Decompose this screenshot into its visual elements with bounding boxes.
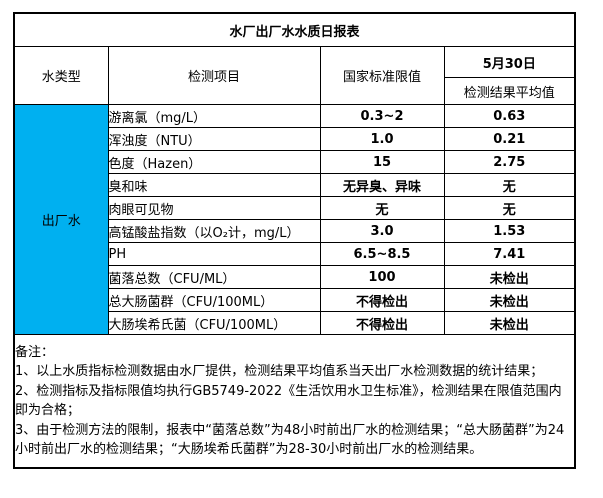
water-quality-table: 水厂出厂水水质日报表 水类型 检测项目 国家标准限值 5月30日 检测结果平均值… [13, 12, 577, 469]
table-row: 总大肠菌群（CFU/100ML） 不得检出 未检出 [14, 288, 576, 312]
row-standard: 不得检出 [319, 288, 445, 312]
row-label: PH [107, 242, 321, 266]
notes-row: 备注： 1、以上水质指标检测数据由水厂提供，检测结果平均值系当天出厂水检测数据的… [13, 334, 576, 469]
row-label: 大肠埃希氏菌（CFU/100ML） [107, 311, 321, 335]
row-label: 高锰酸盐指数（以O₂计，mg/L） [107, 219, 321, 243]
notes-title: 备注： [15, 344, 55, 360]
row-standard: 3.0 [319, 219, 445, 243]
header-item: 检测项目 [107, 46, 321, 105]
table-row: 浑浊度（NTU） 1.0 0.21 [14, 127, 576, 151]
row-standard: 无 [319, 196, 445, 220]
row-result: 2.75 [443, 150, 576, 174]
row-label: 菌落总数（CFU/ML） [107, 265, 321, 289]
row-label: 浑浊度（NTU） [107, 127, 321, 151]
row-label: 游离氯（mg/L） [107, 104, 321, 128]
water-type-cell: 出厂水 [13, 104, 109, 335]
header-result-avg: 检测结果平均值 [443, 77, 576, 105]
header-water-type: 水类型 [13, 46, 109, 105]
row-standard: 1.0 [319, 127, 445, 151]
table-row: 高锰酸盐指数（以O₂计，mg/L） 3.0 1.53 [14, 219, 576, 243]
row-result: 未检出 [443, 288, 576, 312]
row-result: 无 [443, 173, 576, 197]
notes-section: 备注： 1、以上水质指标检测数据由水厂提供，检测结果平均值系当天出厂水检测数据的… [13, 334, 576, 469]
row-result: 7.41 [443, 242, 576, 266]
row-label: 肉眼可见物 [107, 196, 321, 220]
row-label: 臭和味 [107, 173, 321, 197]
row-standard: 100 [319, 265, 445, 289]
table-row: 出厂水 游离氯（mg/L） 0.3~2 0.63 [13, 104, 576, 335]
row-result: 未检出 [443, 311, 576, 335]
header-date: 5月30日 [443, 46, 576, 78]
table-row: 色度（Hazen） 15 2.75 [14, 150, 576, 174]
row-result: 1.53 [443, 219, 576, 243]
row-standard: 不得检出 [319, 311, 445, 335]
table-row: 菌落总数（CFU/ML） 100 未检出 [14, 265, 576, 289]
row-label: 色度（Hazen） [107, 150, 321, 174]
table-row: 大肠埃希氏菌（CFU/100ML） 不得检出 未检出 [14, 311, 576, 335]
title-row: 水厂出厂水水质日报表 [13, 12, 576, 47]
row-result: 0.21 [443, 127, 576, 151]
row-result: 无 [443, 196, 576, 220]
note-line: 2、检测指标及指标限值均执行GB5749-2022《生活饮用水卫生标准》，检测结… [15, 383, 562, 419]
table-row: PH 6.5~8.5 7.41 [14, 242, 576, 266]
row-standard: 15 [319, 150, 445, 174]
header-standard: 国家标准限值 [319, 46, 445, 105]
note-line: 3、由于检测方法的限制，报表中“菌落总数”为48小时前出厂水的检测结果；“总大肠… [15, 422, 565, 458]
table-row: 臭和味 无异臭、异味 无 [14, 173, 576, 197]
report-title: 水厂出厂水水质日报表 [13, 12, 576, 47]
table-row: 肉眼可见物 无 无 [14, 196, 576, 220]
row-label: 总大肠菌群（CFU/100ML） [107, 288, 321, 312]
note-line: 1、以上水质指标检测数据由水厂提供，检测结果平均值系当天出厂水检测数据的统计结果… [15, 364, 544, 379]
row-result: 0.63 [443, 104, 576, 128]
row-result: 未检出 [443, 265, 576, 289]
header-row-2: 检测结果平均值 [14, 77, 576, 105]
row-standard: 无异臭、异味 [319, 173, 445, 197]
row-standard: 6.5~8.5 [319, 242, 445, 266]
row-standard: 0.3~2 [319, 104, 445, 128]
header-row-1: 水类型 检测项目 国家标准限值 5月30日 [13, 46, 576, 105]
